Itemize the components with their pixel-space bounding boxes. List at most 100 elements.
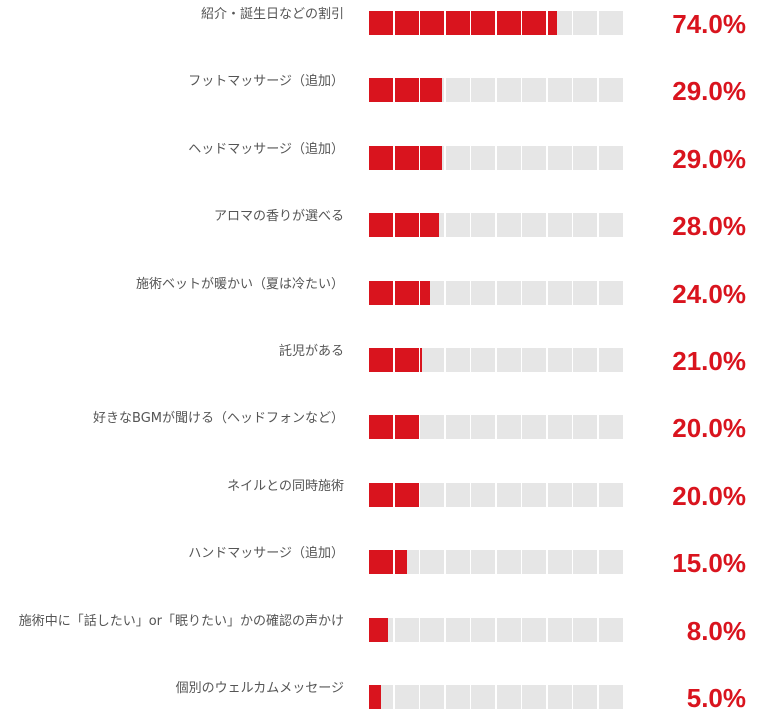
bar-segment [496, 280, 521, 305]
bar-fill [369, 145, 393, 170]
bar-segment [471, 280, 495, 305]
bar-segment [547, 213, 572, 238]
bar-segment [573, 482, 597, 507]
bar-track [369, 348, 624, 372]
bar-segment [445, 482, 470, 507]
bar-segment [394, 415, 419, 440]
bar-fill [471, 11, 495, 35]
bar-segment [420, 348, 444, 372]
value-label: 20.0% [672, 413, 746, 444]
category-label: ネイルとの同時施術 [227, 478, 344, 494]
bar-segment [547, 280, 572, 305]
bar-track [369, 550, 624, 575]
bar-segment [420, 550, 444, 575]
bar-segment [471, 78, 495, 103]
bar-segment [598, 685, 623, 709]
bar-segment [496, 145, 521, 170]
bar-segment [522, 685, 546, 709]
bar-segment [573, 78, 597, 103]
bar-segment [598, 348, 623, 372]
bar-segment [445, 78, 470, 103]
value-label: 74.0% [672, 9, 746, 39]
bar-fill [522, 11, 546, 35]
bar-segment [522, 550, 546, 575]
bar-fill [369, 617, 389, 642]
bar-fill [369, 280, 393, 305]
bar-segment [471, 415, 495, 440]
bar-segment [573, 415, 597, 440]
bar-segment [598, 482, 623, 507]
bar-segment [445, 145, 470, 170]
chart-row: 施術ベットが暖かい（夏は冷たい） 24.0% [0, 277, 764, 317]
bar-segment [471, 550, 495, 575]
bar-segment [445, 617, 470, 642]
bar-segment [496, 78, 521, 103]
bar-fill [394, 550, 407, 575]
bar-fill [496, 11, 521, 35]
category-label: アロマの香りが選べる [213, 209, 344, 225]
bar-segment [573, 685, 597, 709]
bar-segment [369, 482, 393, 507]
bar-track [369, 145, 624, 170]
bar-fill [369, 11, 393, 35]
bar-track [369, 11, 624, 35]
bar-fill [420, 145, 442, 170]
bar-segment [496, 415, 521, 440]
bar-fill [420, 11, 444, 35]
bar-segment [547, 348, 572, 372]
bar-segment [547, 78, 572, 103]
bar-fill [369, 482, 393, 507]
bar-segment [496, 213, 521, 238]
bar-segment [445, 280, 470, 305]
value-label: 8.0% [686, 615, 746, 646]
bar-segment [420, 482, 444, 507]
bar-segment [369, 348, 393, 372]
bar-fill [394, 145, 419, 170]
bar-segment [522, 145, 546, 170]
category-label: 託児がある [278, 344, 344, 359]
bar-fill [547, 11, 558, 35]
bar-track [369, 280, 624, 305]
bar-segment [445, 550, 470, 575]
bar-fill [394, 348, 419, 372]
bar-segment [445, 11, 470, 35]
bar-segment [420, 145, 444, 170]
bar-segment [547, 617, 572, 642]
bar-segment [522, 415, 546, 440]
bar-segment [420, 685, 444, 709]
chart-row: 好きなBGMが聞ける（ヘッドフォンなど） 20.0% [0, 411, 764, 451]
bar-segment [394, 78, 419, 103]
bar-segment [598, 415, 623, 440]
bar-segment [394, 280, 419, 305]
bar-segment [420, 617, 444, 642]
bar-fill [369, 685, 381, 709]
bar-segment [522, 213, 546, 238]
value-label: 20.0% [672, 480, 746, 511]
bar-segment [573, 213, 597, 238]
bar-segment [369, 685, 393, 709]
bar-segment [420, 78, 444, 103]
bar-track [369, 213, 624, 238]
bar-segment [598, 145, 623, 170]
bar-segment [369, 550, 393, 575]
bar-segment [573, 280, 597, 305]
chart-row: ハンドマッサージ（追加） 15.0% [0, 546, 764, 586]
bar-segment [547, 145, 572, 170]
category-label: 施術ベットが暖かい（夏は冷たい） [135, 276, 344, 292]
bar-segment [420, 415, 444, 440]
bar-segment [394, 482, 419, 507]
bar-segment [598, 617, 623, 642]
category-label: ハンドマッサージ（追加） [188, 546, 344, 562]
bar-segment [496, 550, 521, 575]
category-label: 個別のウェルカムメッセージ [175, 681, 344, 696]
value-label: 29.0% [672, 143, 746, 174]
bar-fill [369, 348, 393, 372]
bar-segment [369, 11, 393, 35]
category-label: 施術中に「話したい」or「眠りたい」かの確認の声かけ [18, 613, 344, 629]
bar-segment [496, 482, 521, 507]
bar-segment [471, 482, 495, 507]
bar-segment [496, 11, 521, 35]
bar-segment [420, 280, 444, 305]
bar-segment [394, 617, 419, 642]
bar-segment [522, 280, 546, 305]
